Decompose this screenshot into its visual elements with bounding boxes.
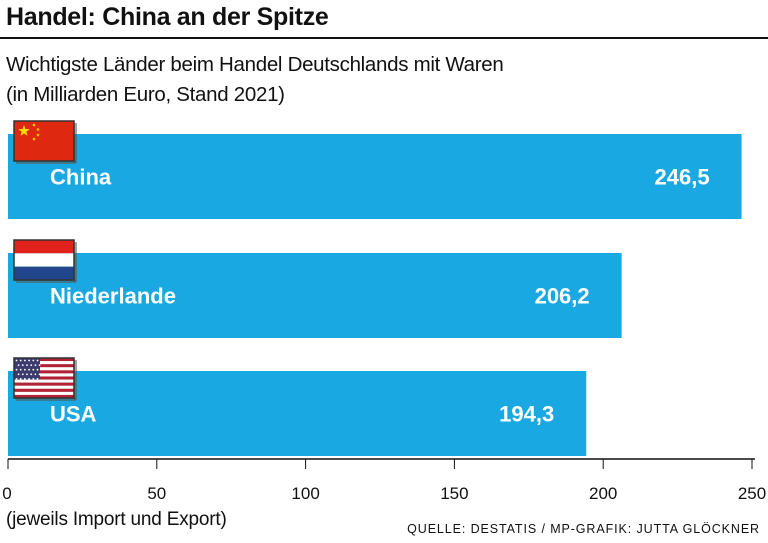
x-tick-label: 100 bbox=[291, 484, 319, 503]
value-label: 194,3 bbox=[499, 402, 554, 427]
x-tick-label: 250 bbox=[738, 484, 766, 503]
x-tick-label: 150 bbox=[440, 484, 468, 503]
subtitle-line-2: (in Milliarden Euro, Stand 2021) bbox=[6, 83, 285, 106]
chart-title: Handel: China an der Spitze bbox=[6, 3, 329, 31]
source-credit: QUELLE: DESTATIS / MP-GRAFIK: JUTTA GLÖC… bbox=[407, 522, 760, 536]
netherlands-flag-icon bbox=[13, 239, 77, 283]
title-rule bbox=[0, 37, 768, 39]
x-tick-label: 200 bbox=[589, 484, 617, 503]
usa-flag-icon bbox=[13, 357, 77, 401]
footnote: (jeweils Import und Export) bbox=[6, 509, 227, 530]
x-tick-label: 50 bbox=[147, 484, 166, 503]
value-label: 206,2 bbox=[535, 284, 590, 309]
bars-layer: China 246,5 Niederlande 206,2 USA 194,3 bbox=[8, 134, 742, 456]
x-axis: 0 50 100 150 200 250 bbox=[2, 458, 766, 503]
bar-usa bbox=[8, 371, 587, 456]
category-label: China bbox=[50, 165, 112, 190]
flags-layer bbox=[13, 120, 77, 401]
bar-niederlande bbox=[8, 253, 622, 338]
category-label: Niederlande bbox=[50, 284, 176, 309]
chart-subtitle: Wichtigste Länder beim Handel Deutschlan… bbox=[6, 50, 504, 110]
bar-china bbox=[8, 134, 742, 219]
china-flag-icon bbox=[13, 120, 77, 164]
subtitle-line-1: Wichtigste Länder beim Handel Deutschlan… bbox=[6, 53, 504, 76]
category-label: USA bbox=[50, 402, 97, 427]
value-label: 246,5 bbox=[655, 165, 710, 190]
x-tick-label: 0 bbox=[2, 484, 11, 503]
